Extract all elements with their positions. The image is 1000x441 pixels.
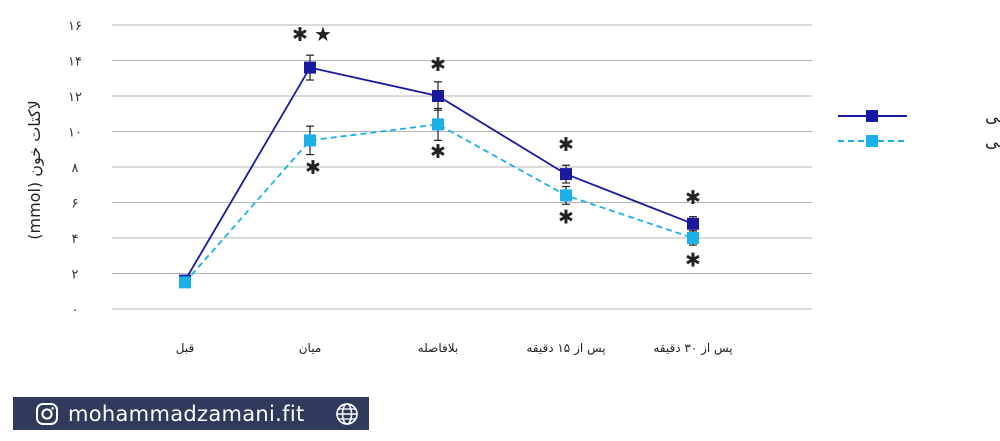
series-layer <box>179 54 699 289</box>
y-tick-label: ۱۰ <box>68 126 82 141</box>
legend-swatch-marker <box>866 135 878 147</box>
y-axis-ticks: ۰ ۲ ۴ ۶ ۸ ۱۰ ۱۲ ۱۴ ۱۶ <box>68 19 82 318</box>
legend-item: سه ستی <box>838 107 1000 127</box>
y-tick-label: ۴ <box>72 232 79 247</box>
y-tick-label: ۱۴ <box>68 55 82 70</box>
y-tick-label: ۱۶ <box>68 19 82 34</box>
significance-asterisk: ✱ <box>305 157 321 179</box>
data-point <box>432 118 444 131</box>
x-tick-label: قبل <box>176 341 194 355</box>
significance-asterisk: ✱ <box>430 54 446 76</box>
significance-asterisk: ✱ <box>430 141 446 163</box>
x-tick-label: پس از ۳۰ دقیقه <box>653 341 732 356</box>
significance-annotations: ✱ ★ ✱ ✱ ✱ ✱ ✱ ✱ ✱ <box>292 22 701 271</box>
significance-asterisk: ✱ <box>685 249 701 271</box>
significance-asterisk: ✱ <box>558 207 574 229</box>
x-tick-label: میان <box>299 341 322 355</box>
significance-asterisk: ✱ <box>685 187 701 209</box>
legend: سه ستی تک ستی <box>838 107 1000 152</box>
y-tick-label: ۶ <box>72 197 79 212</box>
y-tick-label: ۲ <box>72 268 79 283</box>
y-tick-label: ۸ <box>72 161 79 176</box>
series-1 <box>179 54 699 287</box>
data-point <box>179 276 191 289</box>
y-tick-label: ۰ <box>72 303 79 318</box>
significance-star: ★ <box>314 22 332 46</box>
data-point <box>687 232 699 244</box>
y-tick-label: ۱۲ <box>68 90 82 105</box>
data-point <box>687 217 699 230</box>
x-tick-label: بلافاصله <box>418 341 459 355</box>
data-point <box>304 61 316 74</box>
legend-label: تک ستی <box>985 132 1000 152</box>
x-axis-ticks: قبل میان بلافاصله پس از ۱۵ دقیقه پس از ۳۰ دق… <box>176 341 733 356</box>
grid-lines <box>112 24 812 310</box>
legend-swatch-marker <box>866 110 878 122</box>
legend-item: تک ستی <box>838 132 1000 152</box>
legend-label: سه ستی <box>985 107 1000 127</box>
instagram-icon <box>35 402 59 426</box>
data-point <box>560 189 572 202</box>
globe-icon <box>335 402 359 426</box>
data-point <box>560 168 572 181</box>
data-point <box>432 90 444 102</box>
footer-handle[interactable]: mohammadzamani.fit <box>68 401 305 426</box>
x-tick-label: پس از ۱۵ دقیقه <box>526 341 605 356</box>
series-2 <box>179 107 699 289</box>
significance-asterisk: ✱ <box>558 134 574 156</box>
data-point <box>304 134 316 147</box>
significance-asterisk: ✱ <box>292 24 308 46</box>
footer-banner: mohammadzamani.fit <box>13 397 369 430</box>
y-axis-label: لاکتات خون (mmol) <box>25 100 45 239</box>
